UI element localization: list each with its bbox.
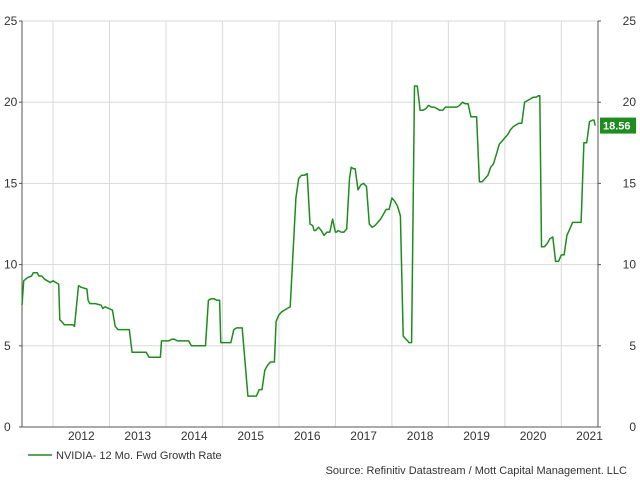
series-line-nvidia-growth-rate <box>21 85 596 397</box>
y-axis-right-ticks: 0 5 10 15 20 25 <box>623 14 637 434</box>
y-tick-label-right: 15 <box>623 176 637 190</box>
grid-lines <box>22 20 598 428</box>
y-tick-label-left: 25 <box>4 14 18 28</box>
x-tick-label: 2015 <box>237 429 264 443</box>
x-tick-label: 2018 <box>407 429 434 443</box>
x-tick-label: 2014 <box>181 429 208 443</box>
x-tick-label: 2012 <box>68 429 95 443</box>
x-tick-label: 2019 <box>463 429 490 443</box>
last-value-label: 18.56 <box>600 117 636 134</box>
last-value-label-text: 18.56 <box>603 121 631 133</box>
x-tick-label: 2021 <box>576 429 603 443</box>
y-tick-label-right: 5 <box>629 339 636 353</box>
x-axis-ticks: 2012 2013 2014 2015 2016 2017 2018 2019 2020 2021 <box>68 429 603 443</box>
series-layer <box>21 85 596 397</box>
y-axis-left-ticks: 0 5 10 15 20 25 <box>4 14 18 434</box>
x-tick-label: 2017 <box>350 429 377 443</box>
legend-label: NVIDIA- 12 Mo. Fwd Growth Rate <box>56 450 222 462</box>
y-tick-label-left: 0 <box>4 420 11 434</box>
source-note: Source: Refinitiv Datastream / Mott Capi… <box>326 465 627 477</box>
last-value-label-background <box>600 117 636 134</box>
y-tick-label-left: 5 <box>4 339 11 353</box>
axes <box>19 20 601 428</box>
y-tick-label-right: 0 <box>629 420 636 434</box>
y-tick-label-left: 15 <box>4 176 18 190</box>
legend[interactable]: NVIDIA- 12 Mo. Fwd Growth Rate <box>28 450 222 462</box>
x-tick-label: 2020 <box>520 429 547 443</box>
y-tick-label-left: 10 <box>4 258 18 272</box>
y-tick-label-right: 20 <box>623 95 637 109</box>
y-tick-label-right: 10 <box>623 258 637 272</box>
y-tick-label-right: 25 <box>623 14 637 28</box>
x-tick-label: 2016 <box>294 429 321 443</box>
x-tick-label: 2013 <box>124 429 151 443</box>
y-tick-label-left: 20 <box>4 95 18 109</box>
